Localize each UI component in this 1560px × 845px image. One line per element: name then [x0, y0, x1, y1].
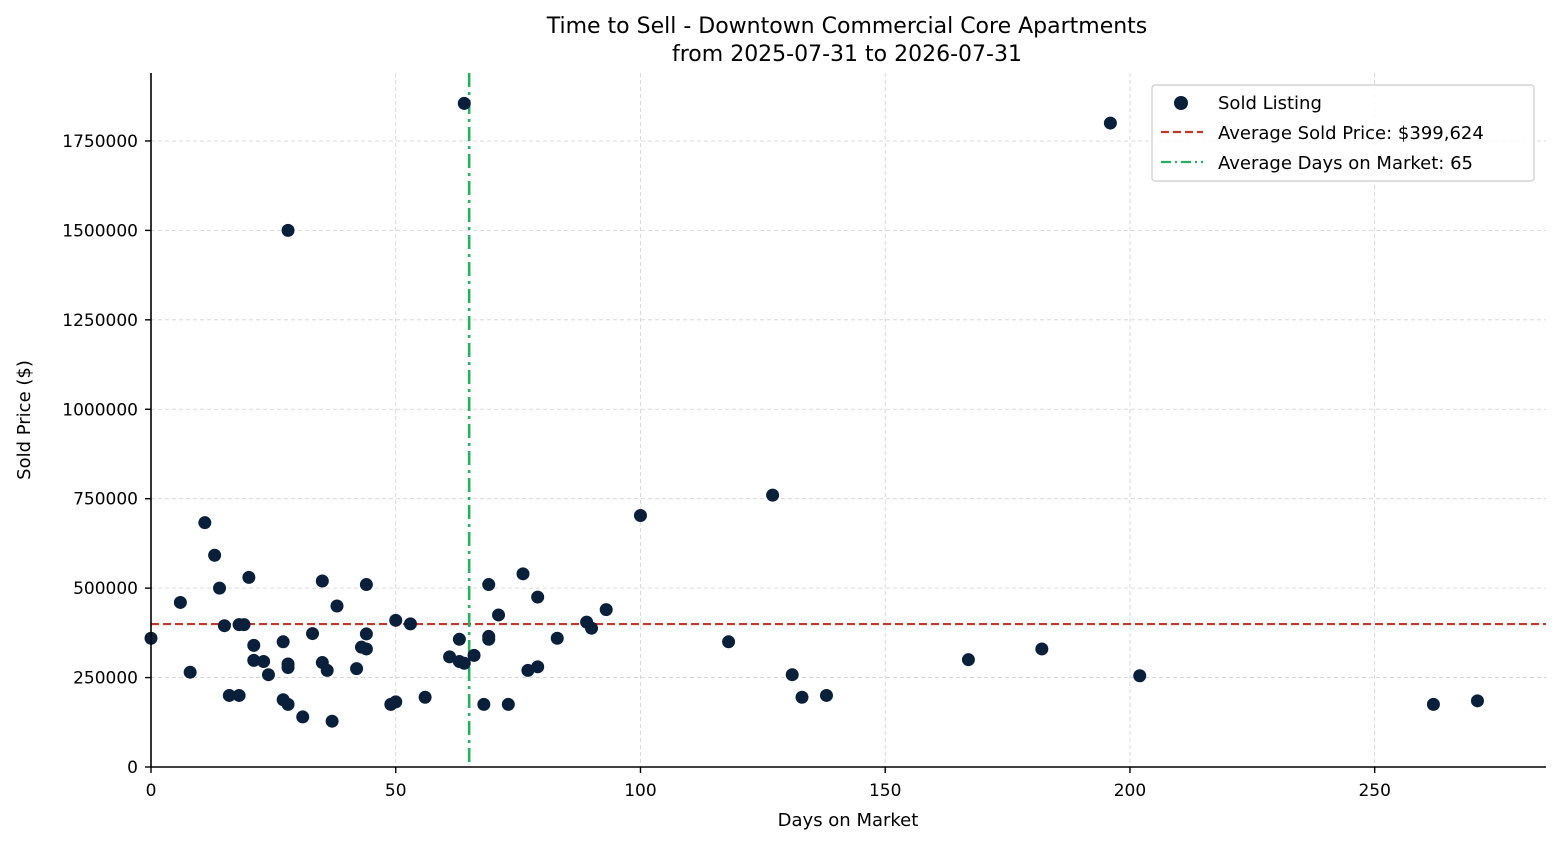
- x-tick-label: 0: [146, 781, 157, 801]
- y-tick-label: 1500000: [62, 221, 138, 241]
- data-point: [819, 688, 833, 702]
- data-point: [477, 697, 491, 711]
- data-point: [281, 223, 295, 237]
- axes: 0 50 100 150 200 250 0 250000 500000 750000 100000…: [62, 73, 1546, 801]
- x-tick-label: 50: [385, 781, 407, 801]
- data-point: [247, 653, 261, 667]
- data-point: [389, 613, 403, 627]
- data-point: [585, 621, 599, 635]
- data-point: [281, 697, 295, 711]
- chart-title: Time to Sell - Downtown Commercial Core …: [546, 14, 1148, 39]
- data-point: [531, 590, 545, 604]
- data-point: [261, 668, 275, 682]
- data-point: [330, 599, 344, 613]
- y-tick-label: 1000000: [62, 400, 138, 420]
- data-point: [482, 578, 496, 592]
- data-point: [325, 714, 339, 728]
- data-point: [501, 697, 515, 711]
- data-point: [1426, 697, 1440, 711]
- data-point: [457, 96, 471, 110]
- data-point: [183, 665, 197, 679]
- data-point: [257, 654, 271, 668]
- x-tick-label: 200: [1114, 781, 1146, 801]
- data-point: [217, 619, 231, 633]
- data-point: [521, 663, 535, 677]
- data-point: [1133, 669, 1147, 683]
- data-point: [467, 648, 481, 662]
- data-point: [482, 632, 496, 646]
- data-points: [144, 96, 1484, 728]
- data-point: [457, 656, 471, 670]
- data-point: [516, 567, 530, 581]
- data-point: [795, 690, 809, 704]
- data-point: [315, 574, 329, 588]
- chart-subtitle: from 2025-07-31 to 2026-07-31: [672, 42, 1022, 67]
- x-tick-label: 250: [1358, 781, 1390, 801]
- data-point: [492, 608, 506, 622]
- legend-label-avg-days: Average Days on Market: 65: [1218, 153, 1473, 174]
- data-point: [785, 668, 799, 682]
- data-point: [222, 688, 236, 702]
- legend-label-sold-listing: Sold Listing: [1218, 93, 1322, 114]
- y-tick-label: 1750000: [62, 132, 138, 152]
- data-point: [232, 688, 246, 702]
- data-point: [359, 578, 373, 592]
- data-point: [389, 695, 403, 709]
- data-point: [1103, 116, 1117, 130]
- data-point: [237, 618, 251, 632]
- data-point: [242, 570, 256, 584]
- data-point: [722, 635, 736, 649]
- data-point: [247, 638, 261, 652]
- data-point: [403, 617, 417, 631]
- y-tick-label: 500000: [73, 579, 138, 599]
- data-point: [359, 642, 373, 656]
- legend-box: [1151, 84, 1535, 182]
- data-point: [208, 548, 222, 562]
- data-point: [350, 662, 364, 676]
- data-point: [418, 690, 432, 704]
- data-point: [531, 660, 545, 674]
- data-point: [550, 631, 564, 645]
- y-tick-label: 1250000: [62, 311, 138, 331]
- data-point: [599, 603, 613, 617]
- data-point: [359, 627, 373, 641]
- x-tick-label: 100: [624, 781, 656, 801]
- data-point: [281, 661, 295, 675]
- data-point: [296, 710, 310, 724]
- y-tick-label: 750000: [73, 490, 138, 510]
- data-point: [320, 663, 334, 677]
- y-tick-label: 0: [127, 758, 138, 778]
- data-point: [198, 516, 212, 530]
- data-point: [961, 653, 975, 667]
- data-point: [276, 635, 290, 649]
- data-point: [173, 595, 187, 609]
- data-point: [633, 509, 647, 523]
- y-axis-label: Sold Price ($): [14, 360, 35, 480]
- x-axis-label: Days on Market: [778, 810, 919, 831]
- data-point: [1470, 694, 1484, 708]
- legend: Sold Listing Average Sold Price: $399,62…: [1151, 84, 1535, 182]
- x-tick-label: 150: [869, 781, 901, 801]
- data-point: [452, 632, 466, 646]
- data-point: [1035, 642, 1049, 656]
- legend-marker-sold-listing: [1174, 96, 1188, 110]
- data-point: [213, 581, 227, 595]
- data-point: [306, 627, 320, 641]
- data-point: [443, 650, 457, 664]
- data-point: [766, 488, 780, 502]
- y-tick-label: 250000: [73, 669, 138, 689]
- legend-label-avg-price: Average Sold Price: $399,624: [1218, 123, 1484, 144]
